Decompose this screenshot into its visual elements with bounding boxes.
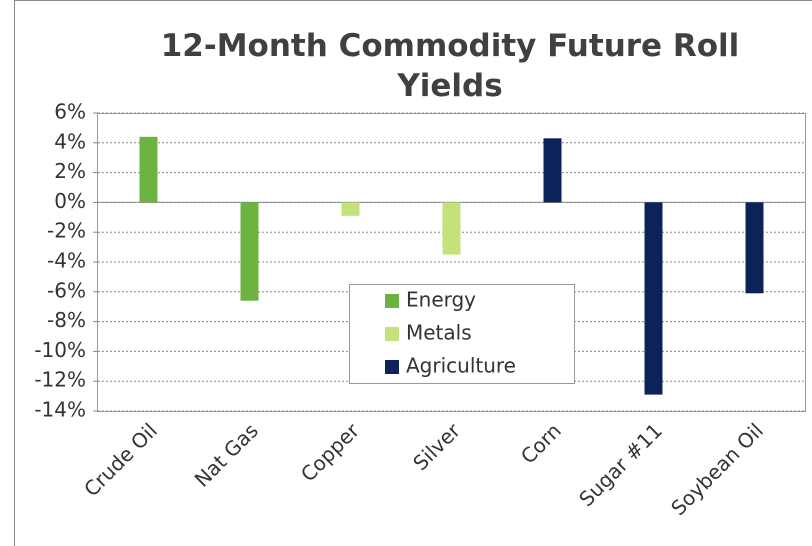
y-tick-label: 2% [54, 159, 86, 183]
bar [442, 202, 461, 255]
bar [745, 202, 764, 294]
bar [543, 138, 562, 203]
y-tick-label: 6% [54, 100, 86, 124]
y-tick-label: -8% [47, 308, 86, 332]
bar [644, 202, 663, 395]
y-tick-label: 4% [54, 129, 86, 153]
x-tick-label: Crude Oil [79, 418, 162, 501]
x-tick-label: Nat Gas [190, 418, 263, 491]
y-tick-label: -2% [47, 219, 86, 243]
bar [240, 202, 259, 301]
chart-border [14, 0, 812, 546]
legend-label: Metals [406, 321, 472, 345]
x-tick-label: Sugar #11 [574, 418, 667, 511]
y-tick-label: -14% [34, 398, 86, 422]
y-tick-label: -4% [47, 249, 86, 273]
legend-label: Agriculture [406, 354, 516, 378]
x-tick-label: Soybean Oil [666, 418, 768, 520]
x-tick-label: Copper [296, 418, 365, 487]
y-tick-label: -10% [34, 338, 86, 362]
legend-swatch [385, 327, 399, 341]
x-tick-label: Corn [516, 418, 566, 468]
x-tick-label: Silver [408, 418, 465, 475]
chart-title: 12-Month Commodity Future Roll Yields [160, 28, 740, 104]
y-tick-label: -6% [47, 278, 86, 302]
y-tick-label: -12% [34, 368, 86, 392]
bar [139, 136, 158, 203]
legend-label: Energy [406, 288, 476, 312]
bar [341, 202, 360, 216]
legend-swatch [385, 294, 399, 308]
y-tick-label: 0% [54, 189, 86, 213]
legend-swatch [385, 360, 399, 374]
